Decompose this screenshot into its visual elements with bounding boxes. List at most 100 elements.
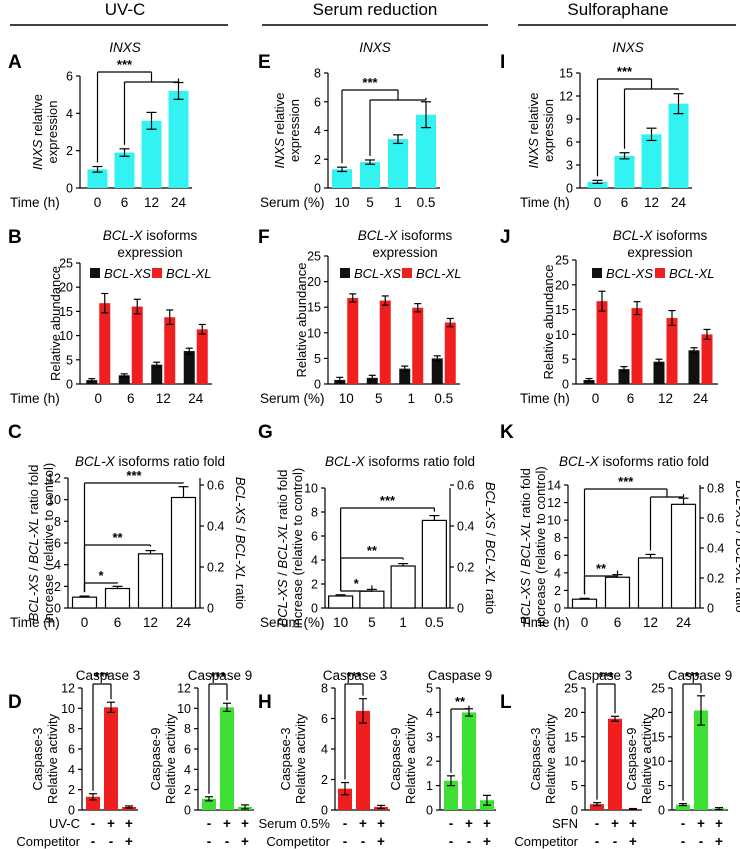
bar: [118, 375, 130, 384]
y-axis-label: INXS relative: [30, 94, 45, 170]
y-axis-label: INXS relative: [526, 93, 541, 169]
x-tick-label: 24: [188, 391, 204, 406]
significance-label: ***: [618, 474, 634, 489]
treatment-sign: +: [359, 816, 367, 831]
competitor-label: Competitor: [514, 834, 578, 849]
bar: [608, 718, 622, 810]
panel-letter-C: C: [8, 422, 22, 443]
competitor-sign: -: [449, 834, 454, 849]
treatment-sign: +: [697, 816, 705, 831]
y-tick-label: 4: [554, 566, 561, 580]
y-tick-label: 4: [311, 554, 318, 568]
significance-label: ***: [126, 468, 142, 483]
bar: [571, 598, 598, 609]
column-title: UV-C: [105, 0, 146, 19]
panel-letter-B: B: [8, 227, 22, 248]
legend-label: BCL-XS: [104, 266, 151, 281]
y-tick-label: 2: [321, 773, 328, 787]
y-tick-label: 10: [547, 514, 561, 528]
y-tick-label: 15: [555, 303, 569, 317]
panel-letter-K: K: [500, 422, 514, 443]
x-tick-label: 12: [658, 391, 673, 406]
x-tick-label: 6: [614, 615, 622, 630]
x-tick-label: 0: [94, 195, 102, 210]
x-tick-label: 0: [592, 391, 600, 406]
x-axis-label: Serum (%): [260, 391, 325, 406]
x-axis-label: Time (h): [520, 391, 570, 406]
y-tick-label: 2: [426, 755, 433, 769]
bar: [688, 350, 700, 384]
chart-title: Caspase 9: [668, 668, 733, 683]
chart-title: INXS: [109, 40, 141, 55]
significance-label: *: [98, 568, 104, 583]
competitor-sign: +: [241, 834, 249, 849]
y-tick-label: 6: [68, 743, 75, 757]
treatment-sign: -: [91, 816, 96, 831]
legend-swatch: [592, 268, 602, 278]
significance-label: *: [354, 576, 360, 591]
y-tick-label: 10: [61, 702, 75, 716]
y-tick-label: 20: [307, 275, 321, 289]
y-axis-label: increase (relative to control): [41, 463, 56, 623]
y2-tick-label: 0: [207, 602, 214, 616]
y2-axis-label: BCL-XS / BCL-XL ratio: [233, 477, 248, 609]
y2-tick-label: 0: [457, 602, 464, 616]
significance-label: ***: [362, 75, 378, 90]
y2-tick-label: 0.4: [207, 520, 224, 534]
bar: [444, 322, 456, 384]
y-axis-label: expression: [45, 101, 60, 164]
competitor-sign: -: [343, 834, 348, 849]
x-axis-label: Time (h): [10, 195, 60, 210]
y-axis-label: increase (relative to control): [290, 468, 305, 628]
x-tick-label: 0.5: [434, 391, 453, 406]
x-tick-label: 6: [127, 391, 135, 406]
legend-label: BCL-XL: [669, 266, 715, 281]
x-tick-label: 12: [144, 195, 159, 210]
chart-title: BCL-X isoforms ratio fold: [559, 454, 709, 469]
competitor-sign: +: [125, 834, 133, 849]
chart-title: Caspase 3: [323, 668, 388, 683]
y-axis-label: Caspase-3: [528, 728, 543, 791]
x-tick-label: 6: [627, 391, 635, 406]
y-axis-label: Relative activity: [403, 713, 418, 804]
chart-I: INXS INXS relative expression 0 3 6 9 12 15 Time …: [520, 40, 692, 210]
bar: [170, 496, 197, 609]
bar: [196, 329, 208, 384]
x-tick-label: 12: [643, 615, 658, 630]
x-tick-label: 1: [399, 615, 407, 630]
significance-label: **: [455, 694, 466, 709]
bar: [694, 710, 708, 810]
y-tick-label: 0: [426, 804, 433, 818]
significance-label: **: [367, 543, 378, 558]
x-tick-label: 24: [176, 615, 192, 630]
bar: [668, 103, 689, 188]
legend-swatch: [340, 268, 350, 278]
chart-J: BCL-X isoforms expression BCL-XS BCL-XL Rela…: [520, 228, 718, 406]
chart-title: BCL-X isoforms ratio fold: [325, 454, 475, 469]
y-tick-label: 5: [66, 353, 73, 367]
y-tick-label: 12: [177, 682, 191, 696]
chart-title: Caspase 3: [76, 668, 141, 683]
bar: [388, 139, 408, 188]
competitor-sign: -: [467, 834, 472, 849]
x-tick-label: 10: [333, 615, 348, 630]
y-axis-label: expression: [541, 99, 556, 162]
bar: [164, 317, 176, 384]
x-tick-label: 0: [594, 195, 602, 210]
y-tick-label: 4: [68, 763, 75, 777]
bar: [99, 303, 111, 384]
significance-label: ***: [380, 493, 396, 508]
y-axis-label: Relative activity: [293, 713, 308, 804]
y2-tick-label: 0.4: [457, 520, 474, 534]
chart-C: BCL-X isoforms ratio fold BCL-XS / BCL-XL…: [10, 454, 248, 630]
panel-letter-D: D: [8, 692, 22, 713]
chart-F: BCL-X isoforms expression BCL-XS BCL-XL Rela…: [260, 228, 462, 406]
chart-title: BCL-X isoforms ratio fold: [75, 454, 225, 469]
chart-H3: Caspase 3 Caspase-3 Relative activity 0 2 4 6 8…: [258, 668, 390, 849]
competitor-label: Competitor: [16, 834, 80, 849]
y-tick-label: 20: [564, 706, 578, 720]
legend-swatch: [152, 268, 162, 278]
bar: [631, 308, 643, 384]
significance-label: **: [112, 530, 123, 545]
